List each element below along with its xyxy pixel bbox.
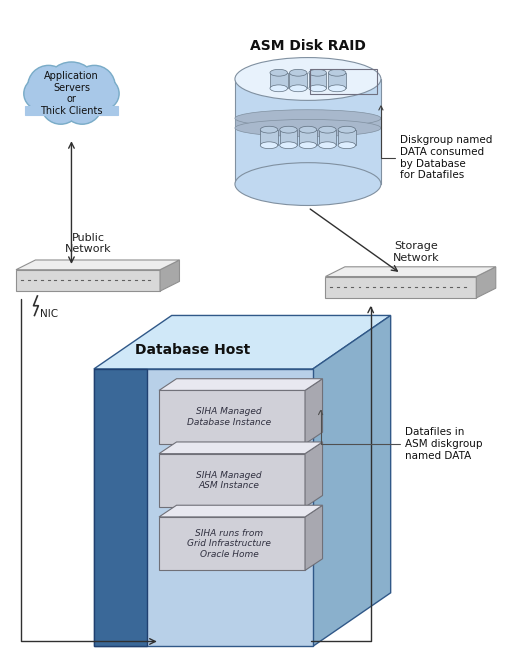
Ellipse shape	[309, 85, 326, 92]
Polygon shape	[159, 390, 305, 444]
Text: NIC: NIC	[40, 309, 59, 319]
Polygon shape	[325, 276, 476, 298]
Ellipse shape	[235, 120, 381, 137]
Polygon shape	[328, 73, 346, 88]
Text: Diskgroup named
DATA consumed
by Database
for Datafiles: Diskgroup named DATA consumed by Databas…	[379, 106, 493, 180]
Ellipse shape	[328, 85, 346, 92]
Polygon shape	[94, 369, 313, 646]
Ellipse shape	[319, 126, 336, 133]
Circle shape	[87, 78, 119, 110]
Polygon shape	[260, 129, 278, 145]
Text: SIHA runs from
Grid Infrastructure
Oracle Home: SIHA runs from Grid Infrastructure Oracl…	[187, 529, 271, 558]
Ellipse shape	[289, 85, 307, 92]
Text: Public
Network: Public Network	[65, 232, 112, 254]
Ellipse shape	[338, 142, 356, 149]
Polygon shape	[280, 129, 297, 145]
Polygon shape	[235, 118, 381, 128]
Ellipse shape	[235, 58, 381, 100]
Polygon shape	[299, 129, 317, 145]
Polygon shape	[305, 442, 323, 507]
Ellipse shape	[280, 126, 297, 133]
Polygon shape	[16, 260, 179, 270]
Ellipse shape	[270, 85, 287, 92]
Polygon shape	[94, 315, 391, 369]
Circle shape	[64, 86, 101, 123]
Polygon shape	[270, 73, 287, 88]
Text: SIHA Managed
ASM Instance: SIHA Managed ASM Instance	[196, 471, 262, 490]
Polygon shape	[159, 517, 305, 570]
Polygon shape	[159, 454, 305, 507]
Ellipse shape	[235, 163, 381, 205]
Ellipse shape	[235, 110, 381, 127]
Polygon shape	[159, 505, 323, 517]
Circle shape	[29, 67, 68, 106]
Ellipse shape	[280, 142, 297, 149]
Ellipse shape	[338, 126, 356, 133]
Ellipse shape	[299, 142, 317, 149]
Circle shape	[74, 65, 115, 107]
Ellipse shape	[328, 69, 346, 76]
Circle shape	[25, 79, 54, 108]
Ellipse shape	[309, 69, 326, 76]
Ellipse shape	[319, 142, 336, 149]
Ellipse shape	[260, 142, 278, 149]
Polygon shape	[325, 267, 496, 276]
Polygon shape	[313, 315, 391, 646]
Polygon shape	[159, 442, 323, 454]
Ellipse shape	[260, 126, 278, 133]
Polygon shape	[305, 378, 323, 444]
Polygon shape	[338, 129, 356, 145]
Text: Storage
Network: Storage Network	[393, 241, 439, 263]
Polygon shape	[16, 270, 160, 291]
Circle shape	[46, 63, 97, 114]
Polygon shape	[476, 267, 496, 298]
Polygon shape	[159, 378, 323, 390]
Polygon shape	[309, 73, 326, 88]
Polygon shape	[319, 129, 336, 145]
Ellipse shape	[299, 126, 317, 133]
Ellipse shape	[270, 69, 287, 76]
Polygon shape	[235, 79, 381, 184]
Ellipse shape	[289, 69, 307, 76]
Circle shape	[45, 62, 98, 116]
Text: Database Host: Database Host	[135, 343, 250, 357]
Polygon shape	[160, 260, 179, 291]
Polygon shape	[305, 505, 323, 570]
Polygon shape	[94, 369, 148, 646]
Circle shape	[88, 79, 118, 108]
Polygon shape	[25, 106, 118, 116]
Polygon shape	[289, 73, 307, 88]
Circle shape	[42, 86, 79, 123]
Text: SIHA Managed
Database Instance: SIHA Managed Database Instance	[187, 408, 271, 427]
Text: Application
Servers
or
Thick Clients: Application Servers or Thick Clients	[40, 71, 103, 116]
Circle shape	[62, 84, 102, 124]
Text: ASM Disk RAID: ASM Disk RAID	[250, 39, 366, 52]
Circle shape	[41, 84, 81, 124]
Circle shape	[24, 78, 56, 110]
Text: Datafiles in
ASM diskgroup
named DATA: Datafiles in ASM diskgroup named DATA	[319, 410, 483, 461]
Circle shape	[75, 67, 114, 106]
Circle shape	[28, 65, 69, 107]
